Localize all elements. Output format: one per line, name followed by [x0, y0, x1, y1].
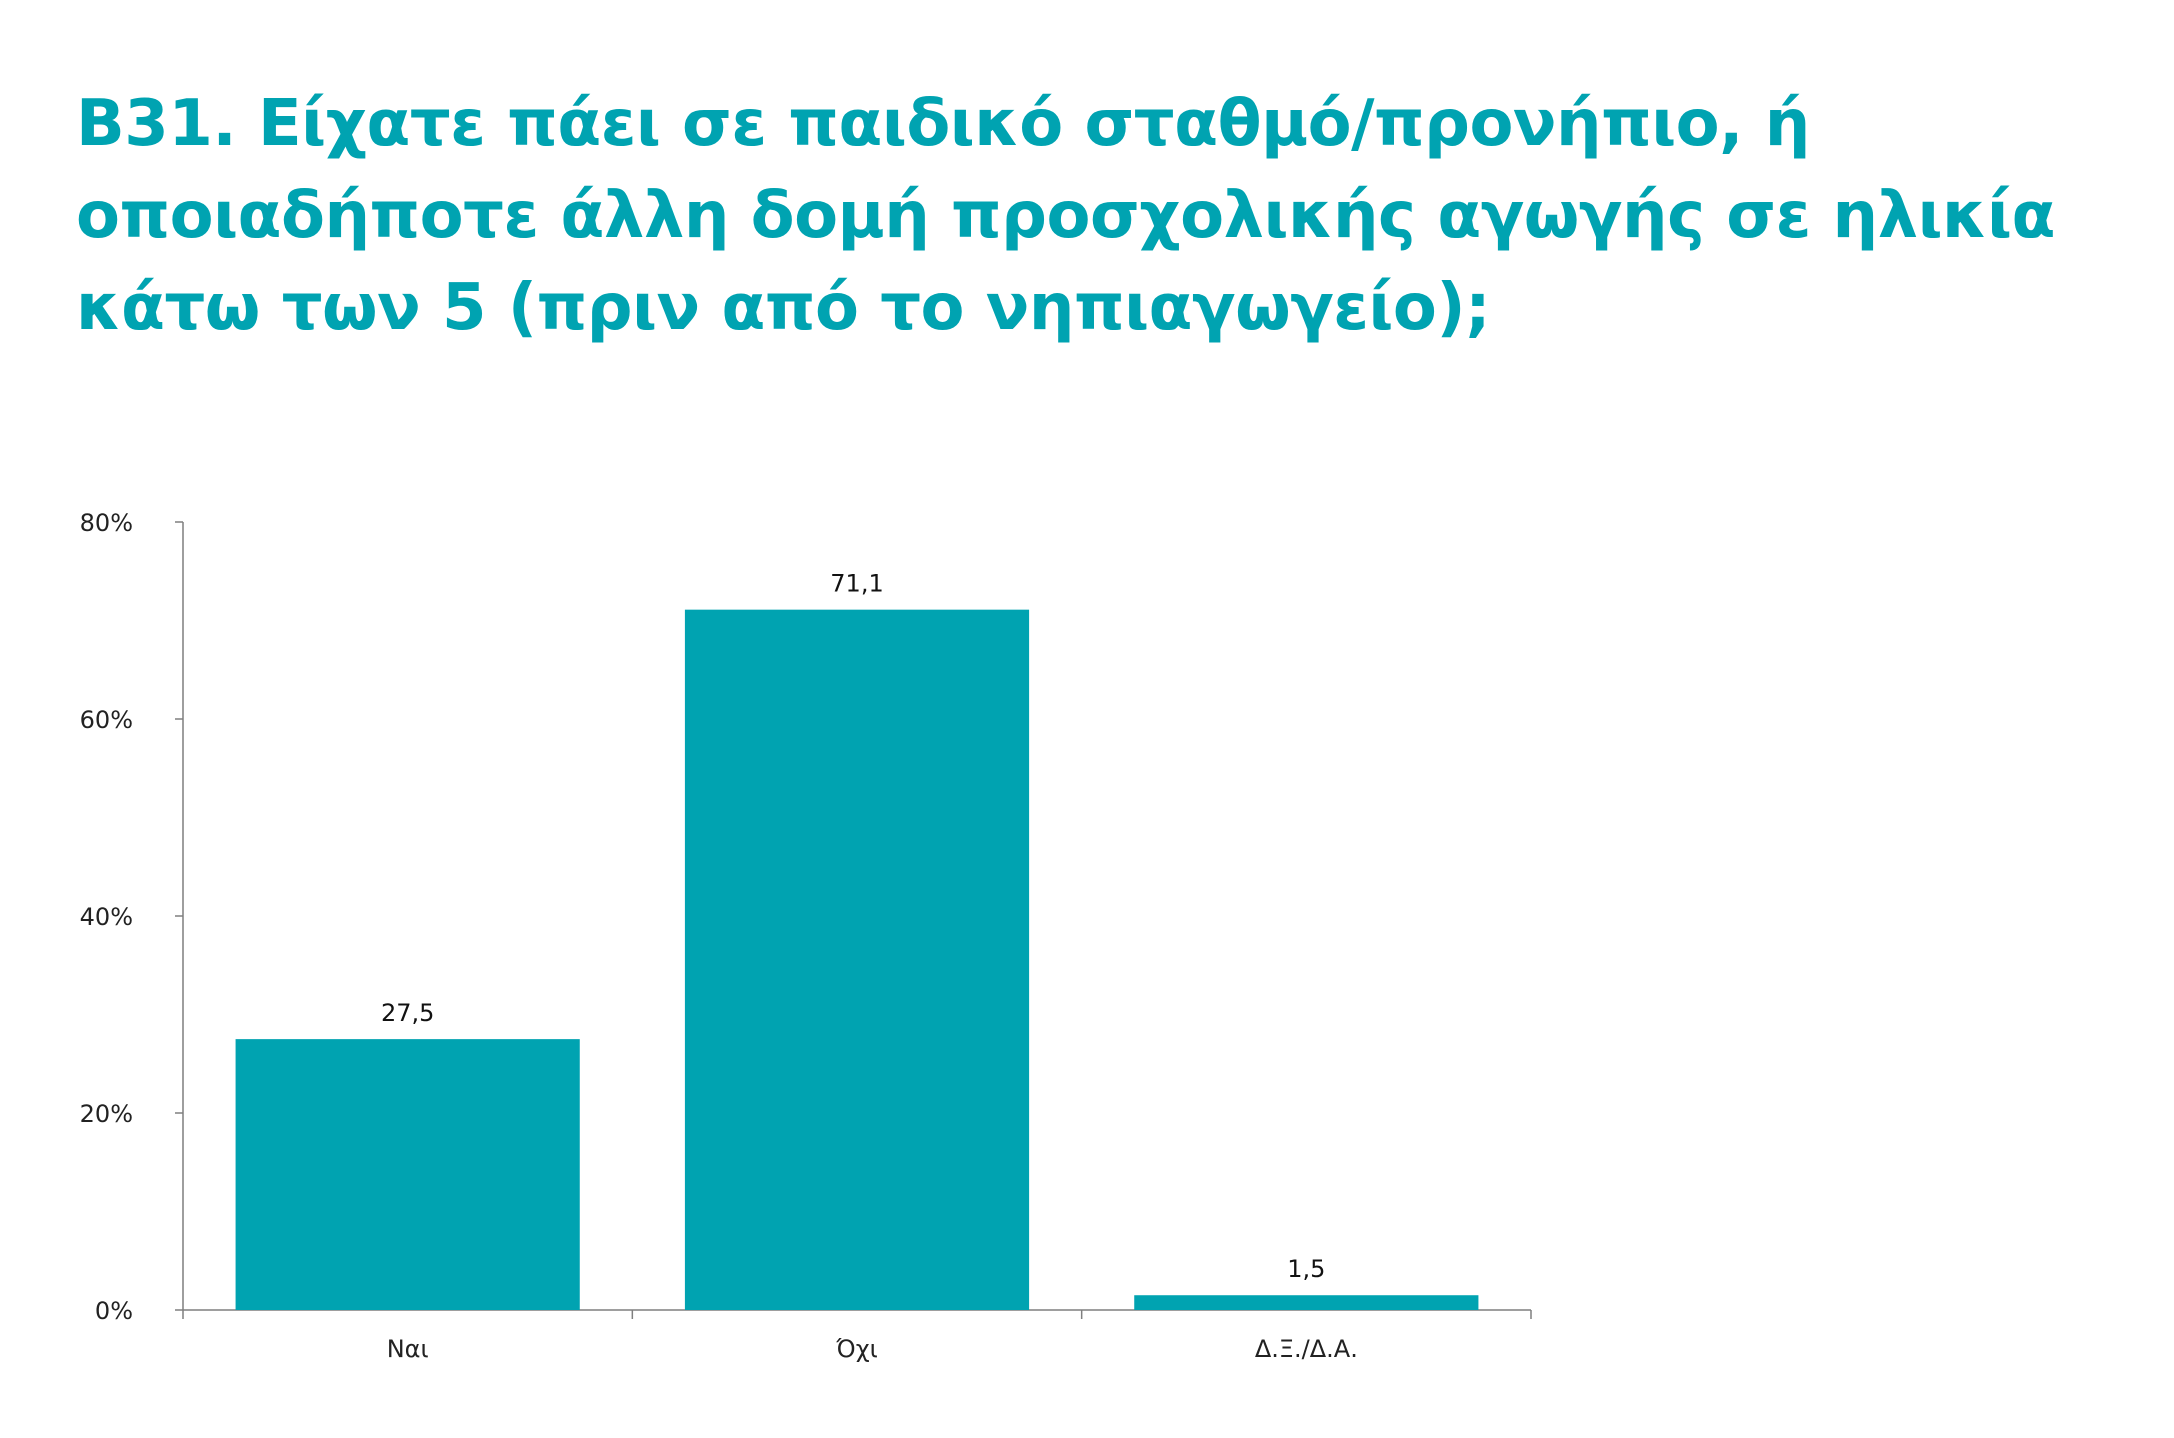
x-tick-label: Όχι [835, 1335, 877, 1363]
bar [1134, 1295, 1479, 1310]
data-labels: 27,5 71,1 1,5 [381, 570, 1325, 1284]
y-axis: 0% 20% 40% 60% 80% [80, 509, 184, 1325]
x-tick-label: Δ.Ξ./Δ.Α. [1255, 1335, 1358, 1363]
data-label: 27,5 [381, 999, 434, 1027]
data-label: 71,1 [830, 570, 883, 598]
y-tick-label: 0% [95, 1297, 133, 1325]
bar [684, 609, 1030, 1310]
chart-title: B31. Είχατε πάει σε παιδικό σταθμό/προνή… [76, 87, 2055, 345]
x-tick-label: Ναι [387, 1335, 429, 1363]
y-tick-label: 20% [80, 1100, 133, 1128]
y-tick-label: 40% [80, 903, 133, 931]
y-tick-label: 60% [80, 706, 133, 734]
x-axis: Ναι Όχι Δ.Ξ./Δ.Α. [182, 1309, 1532, 1363]
bar [235, 1039, 580, 1310]
bars [235, 609, 1479, 1310]
y-tick-label: 80% [80, 509, 133, 537]
data-label: 1,5 [1287, 1255, 1325, 1283]
